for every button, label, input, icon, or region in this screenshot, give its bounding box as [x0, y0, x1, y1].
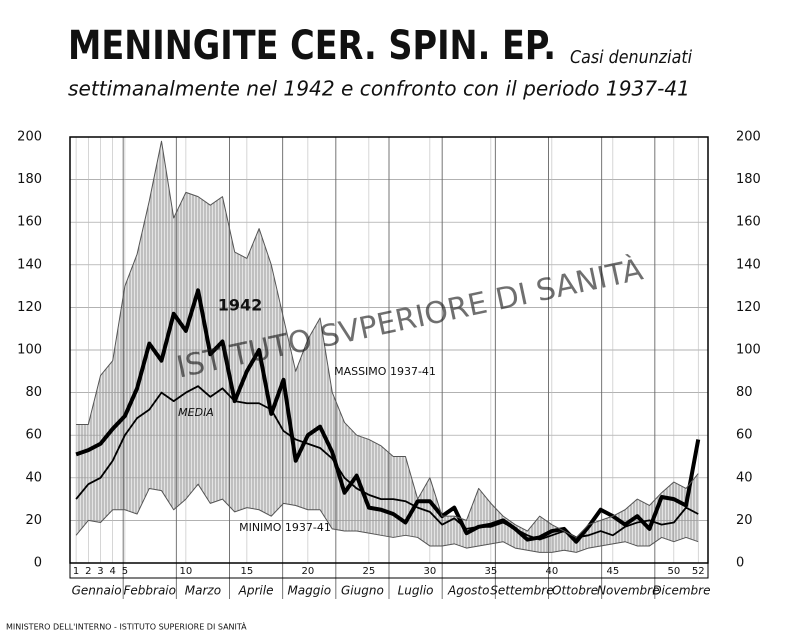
y-tick-label: 60	[25, 428, 42, 443]
y-tick-label: 20	[25, 513, 42, 528]
subtitle: Casi denunziati	[570, 47, 692, 68]
month-label: Agosto	[447, 584, 489, 598]
month-label: Febbraio	[124, 584, 176, 598]
x-tick-label: 2	[85, 566, 91, 577]
y-tick-label: 0	[34, 556, 42, 571]
range-band	[76, 141, 699, 553]
y2-tick-label: 120	[736, 300, 761, 315]
month-label: Maggio	[287, 584, 331, 598]
series-label: MINIMO 1937-41	[239, 521, 331, 534]
y2-tick-label: 200	[736, 130, 761, 145]
month-label: Aprile	[238, 584, 274, 598]
x-tick-label: 10	[180, 566, 193, 577]
month-label: Novembre	[597, 584, 659, 598]
x-tick-label: 30	[423, 566, 436, 577]
week-row	[69, 562, 709, 579]
y-tick-label: 120	[17, 300, 42, 315]
y2-tick-label: 20	[736, 513, 753, 528]
y-tick-label: 160	[17, 215, 42, 230]
y2-tick-label: 0	[736, 556, 744, 571]
y-tick-label: 80	[25, 385, 42, 400]
x-tick-label: 1	[73, 566, 79, 577]
series-label: MASSIMO 1937-41	[334, 365, 436, 378]
x-tick-label: 5	[122, 566, 128, 577]
footer: MINISTERO DELL'INTERNO - ISTITUTO SUPERI…	[6, 621, 247, 632]
x-tick-label: 52	[692, 566, 705, 577]
x-tick-label: 40	[545, 566, 558, 577]
subtitle: settimanalmente nel 1942 e confronto con…	[68, 77, 690, 101]
series-line	[75, 288, 701, 544]
x-tick-label: 4	[110, 566, 116, 577]
y2-tick-label: 80	[736, 385, 753, 400]
y2-tick-label: 140	[736, 257, 761, 272]
y2-tick-label: 180	[736, 172, 761, 187]
month-label: Marzo	[185, 584, 221, 598]
x-tick-label: 50	[667, 566, 680, 577]
series-line	[76, 140, 699, 538]
x-tick-label: 35	[484, 566, 497, 577]
y2-tick-label: 160	[736, 215, 761, 230]
series-label: MEDIA	[178, 406, 214, 419]
series-line	[75, 483, 699, 553]
month-label: Dicembre	[652, 584, 710, 598]
y-tick-label: 180	[17, 172, 42, 187]
y-tick-label: 40	[25, 470, 42, 485]
x-tick-label: 3	[97, 566, 103, 577]
month-label: Luglio	[398, 584, 434, 598]
month-label: Settembre	[490, 584, 553, 598]
chart-title: MENINGITE CER. SPIN. EP.	[68, 23, 556, 69]
y2-tick-label: 40	[736, 470, 753, 485]
y2-tick-label: 60	[736, 428, 753, 443]
y2-tick-label: 100	[736, 343, 761, 358]
x-tick-label: 45	[606, 566, 619, 577]
x-tick-label: 25	[363, 566, 376, 577]
x-tick-label: 20	[302, 566, 315, 577]
x-tick-label: 15	[241, 566, 254, 577]
y-tick-label: 100	[17, 343, 42, 358]
series-label: 1942	[218, 296, 263, 315]
y-tick-label: 200	[17, 130, 42, 145]
y-tick-label: 140	[17, 257, 42, 272]
month-label: Ottobre	[552, 584, 598, 598]
series-line	[75, 385, 699, 541]
month-label: Gennaio	[72, 584, 122, 598]
month-label: Giugno	[341, 584, 384, 598]
